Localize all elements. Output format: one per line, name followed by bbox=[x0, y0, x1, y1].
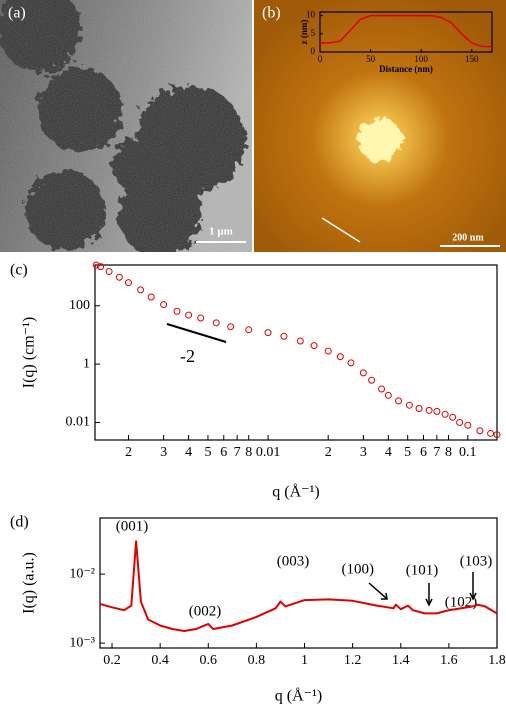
data-point bbox=[406, 402, 412, 408]
data-point bbox=[396, 398, 402, 404]
data-point bbox=[337, 354, 343, 360]
y-tick-label: 5 bbox=[311, 28, 316, 38]
x-tick-label: 4 bbox=[385, 445, 392, 460]
scale-bar-label: 1 μm bbox=[209, 226, 233, 238]
annotation: (002) bbox=[189, 603, 222, 619]
plot-frame bbox=[95, 265, 497, 440]
x-tick-label: 150 bbox=[465, 54, 479, 64]
x-tick-label: 8 bbox=[445, 445, 452, 460]
slope-line bbox=[167, 324, 226, 342]
x-tick-label: 1.4 bbox=[392, 653, 410, 668]
data-point bbox=[246, 327, 252, 333]
data-point bbox=[281, 333, 287, 339]
x-tick-label: 2 bbox=[125, 445, 132, 460]
data-point bbox=[106, 268, 112, 274]
data-point bbox=[477, 428, 483, 434]
data-point bbox=[369, 377, 375, 383]
x-tick-label: 0.1 bbox=[459, 445, 477, 460]
data-point bbox=[297, 338, 303, 344]
data-point bbox=[348, 360, 354, 366]
x-tick-label: 3 bbox=[360, 445, 367, 460]
x-axis-label: q (Å⁻¹) bbox=[272, 483, 319, 501]
y-tick-label: 0 bbox=[311, 46, 316, 56]
x-axis-label: Distance (nm) bbox=[379, 64, 433, 74]
y-tick-label: 0.01 bbox=[66, 415, 91, 430]
x-tick-label: 0.6 bbox=[200, 653, 218, 668]
data-point bbox=[379, 386, 385, 392]
x-tick-label: 3 bbox=[160, 445, 167, 460]
x-tick-label: 1.8 bbox=[488, 653, 506, 668]
y-tick-label: 10 bbox=[306, 10, 316, 20]
x-tick-label: 5 bbox=[204, 445, 211, 460]
y-tick-label: 100 bbox=[69, 298, 90, 313]
x-tick-label: 2 bbox=[325, 445, 332, 460]
y-axis-label: I(q) (cm⁻¹) bbox=[21, 317, 38, 388]
y-tick-label: 10⁻³ bbox=[69, 635, 95, 650]
annotation: (101) bbox=[406, 562, 439, 578]
annotation: (003) bbox=[277, 553, 310, 569]
panel-label: (b) bbox=[262, 5, 281, 22]
x-tick-label: 100 bbox=[414, 54, 428, 64]
data-point bbox=[174, 308, 180, 314]
x-tick-label: 4 bbox=[185, 445, 192, 460]
scale-bar-label: 200 nm bbox=[452, 232, 484, 243]
y-axis-label: z (nm) bbox=[299, 20, 309, 45]
data-point bbox=[228, 324, 234, 330]
x-tick-label: 0.4 bbox=[151, 653, 169, 668]
x-tick-label: 0.8 bbox=[248, 653, 266, 668]
x-tick-label: 0.01 bbox=[256, 445, 281, 460]
annotation: (001) bbox=[116, 518, 149, 534]
annotation: (100) bbox=[342, 561, 375, 577]
afm-image bbox=[254, 0, 506, 252]
data-point bbox=[385, 392, 391, 398]
data-point bbox=[465, 422, 471, 428]
data-point bbox=[125, 280, 131, 286]
data-point bbox=[198, 315, 204, 321]
x-axis-label: q (Å⁻¹) bbox=[275, 687, 322, 705]
data-point bbox=[161, 302, 167, 308]
annotation: (103) bbox=[460, 553, 493, 569]
data-point bbox=[434, 408, 440, 414]
x-tick-label: 6 bbox=[420, 445, 427, 460]
plot-frame bbox=[100, 518, 497, 648]
y-tick-label: 10⁻² bbox=[69, 566, 95, 581]
data-point bbox=[450, 414, 456, 420]
data-point bbox=[416, 406, 422, 412]
x-tick-label: 1.6 bbox=[440, 653, 458, 668]
x-tick-label: 5 bbox=[404, 445, 411, 460]
x-tick-label: 0 bbox=[318, 54, 323, 64]
x-tick-label: 6 bbox=[220, 445, 227, 460]
data-point bbox=[457, 419, 463, 425]
data-point bbox=[442, 411, 448, 417]
data-point bbox=[426, 407, 432, 413]
annotation: -2 bbox=[180, 346, 195, 366]
data-point bbox=[213, 320, 219, 326]
data-point bbox=[360, 370, 366, 376]
panel-label: (c) bbox=[10, 262, 28, 279]
data-point bbox=[325, 348, 331, 354]
data-point bbox=[138, 287, 144, 293]
x-tick-label: 1 bbox=[301, 653, 308, 668]
x-tick-label: 0.2 bbox=[103, 653, 121, 668]
tem-image bbox=[0, 0, 252, 257]
data-point bbox=[186, 312, 192, 318]
x-tick-label: 1.2 bbox=[344, 653, 362, 668]
panel-label: (a) bbox=[8, 5, 26, 22]
x-tick-label: 7 bbox=[234, 445, 241, 460]
figure: (a) 1 μm (b) 200 nm 0 50 100 150 0 5 10 Distanc… bbox=[0, 0, 506, 706]
x-tick-label: 50 bbox=[366, 54, 376, 64]
y-tick-label: 1 bbox=[83, 356, 90, 371]
x-tick-label: 7 bbox=[433, 445, 440, 460]
y-axis-label: I(q) (a.u.) bbox=[21, 552, 38, 614]
data-point bbox=[116, 274, 122, 280]
data-point bbox=[265, 330, 271, 336]
x-tick-label: 8 bbox=[245, 445, 252, 460]
data-point bbox=[311, 343, 317, 349]
data-point bbox=[148, 294, 154, 300]
panel-label: (d) bbox=[10, 514, 29, 531]
data-point bbox=[488, 430, 494, 436]
